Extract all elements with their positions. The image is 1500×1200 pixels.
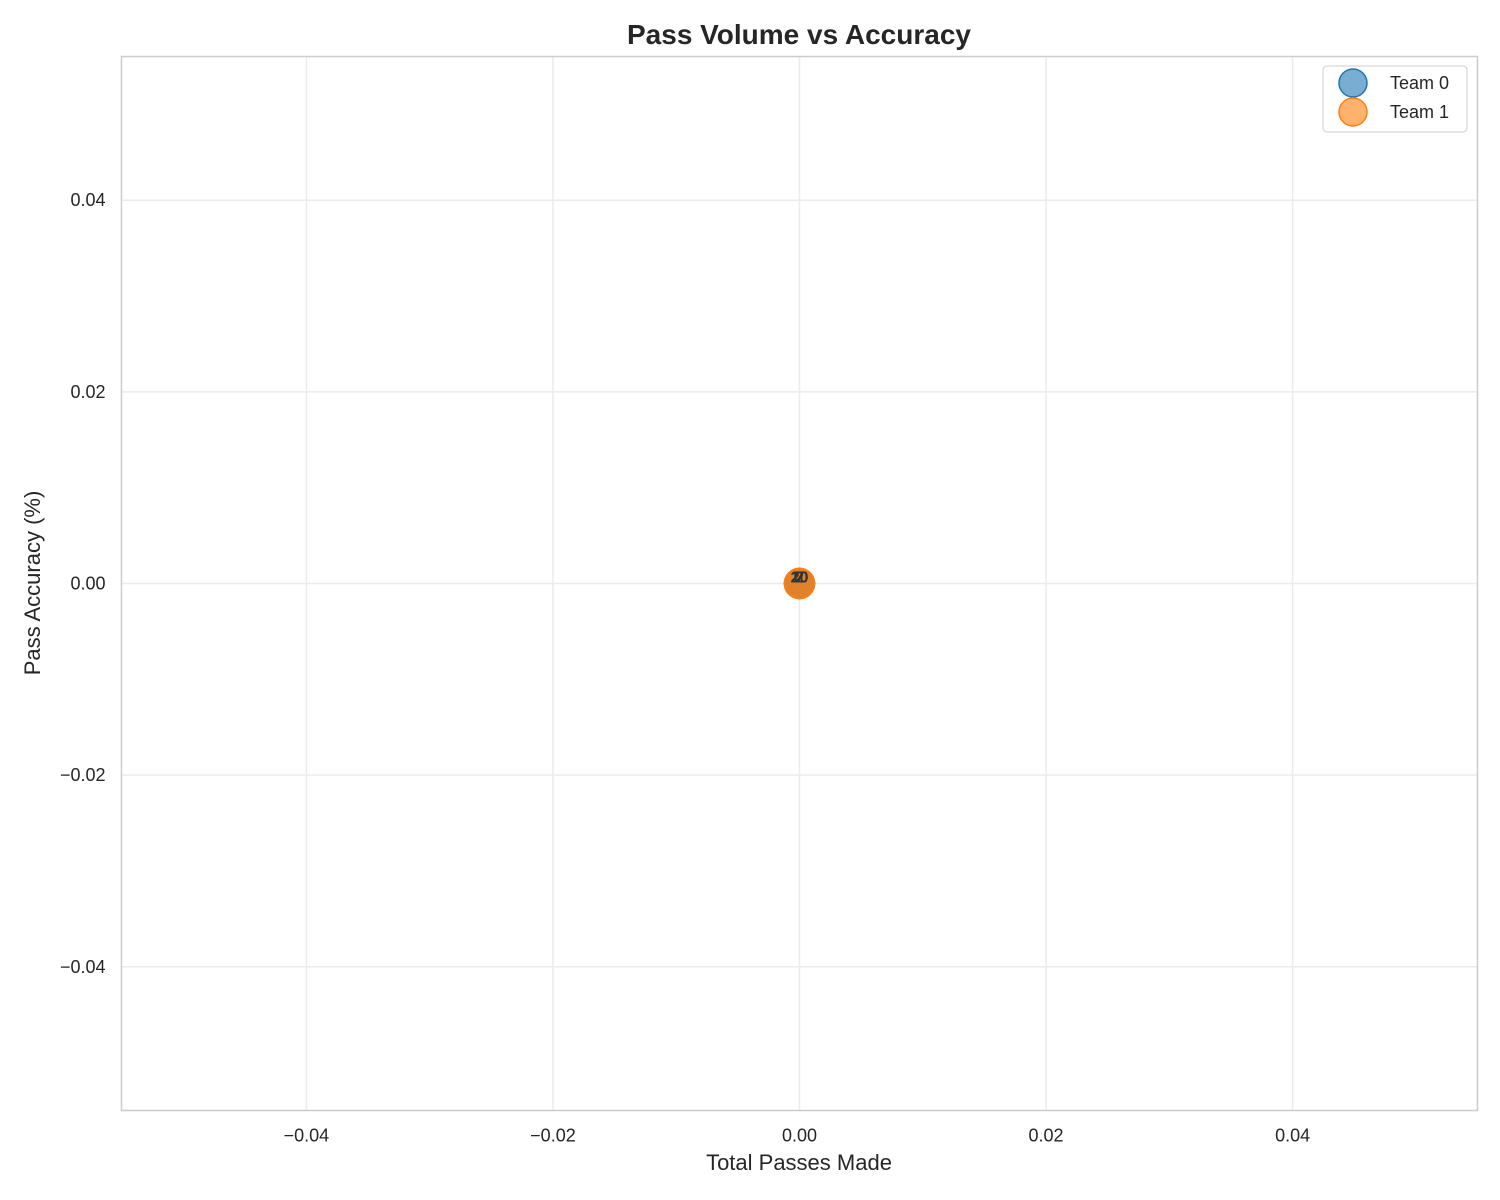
- legend-marker: [1338, 68, 1368, 98]
- y-tick-label: 0.02: [70, 382, 105, 402]
- y-tick-label: 0.00: [70, 574, 105, 594]
- y-tick-label: 0.04: [70, 190, 105, 210]
- chart-title: Pass Volume vs Accuracy: [627, 19, 971, 50]
- x-tick-label: 0.02: [1029, 1126, 1064, 1146]
- point-label: 7: [795, 570, 804, 587]
- data-points: [783, 567, 816, 600]
- legend-marker: [1338, 97, 1368, 127]
- x-axis-label: Total Passes Made: [706, 1150, 892, 1175]
- data-point: [783, 567, 816, 600]
- y-axis-label: Pass Accuracy (%): [20, 491, 45, 676]
- grid: [121, 56, 1478, 1111]
- legend-label: Team 0: [1390, 73, 1449, 93]
- legend: Team 0 Team 1: [1322, 65, 1468, 133]
- x-tick-label: −0.02: [530, 1126, 576, 1146]
- x-tick-label: 0.00: [782, 1126, 817, 1146]
- y-tick-label: −0.04: [60, 957, 106, 977]
- point-label: 20: [791, 570, 809, 587]
- plot-area-border: [120, 55, 1479, 1112]
- x-tick-label: 0.04: [1275, 1126, 1310, 1146]
- point-label: 10: [791, 570, 809, 587]
- y-axis-ticks: −0.04 −0.02 0.00 0.02 0.04: [60, 190, 106, 977]
- x-tick-label: −0.04: [284, 1126, 330, 1146]
- point-label: 2: [795, 570, 804, 587]
- x-axis-ticks: −0.04 −0.02 0.00 0.02 0.04: [284, 1126, 1310, 1146]
- y-tick-label: −0.02: [60, 765, 106, 785]
- legend-label: Team 1: [1390, 102, 1449, 122]
